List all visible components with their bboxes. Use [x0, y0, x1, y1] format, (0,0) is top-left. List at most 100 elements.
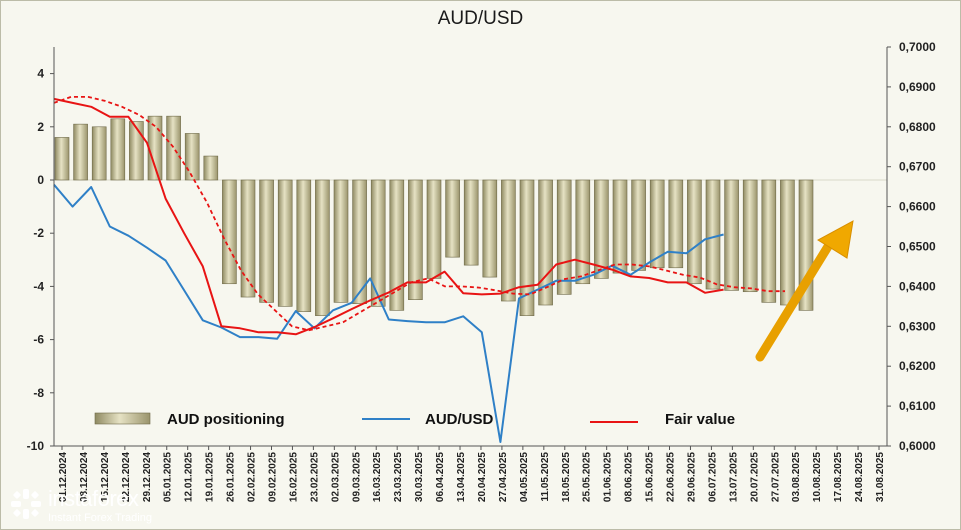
x-tick-label: 23.03.2025 — [393, 452, 404, 502]
positioning-bar — [277, 179, 293, 307]
x-tick-label: 25.05.2025 — [582, 452, 593, 502]
positioning-bar — [259, 179, 274, 303]
x-tick-label: 22.06.2025 — [666, 452, 677, 502]
x-tick-label: 17.08.2025 — [833, 452, 844, 502]
positioning-bar — [91, 126, 107, 181]
x-tick-label: 15.06.2025 — [645, 452, 656, 502]
x-tick-label: 13.04.2025 — [456, 452, 467, 502]
x-tick-label: 01.06.2025 — [603, 452, 614, 502]
right-tick-label: 0,7000 — [899, 40, 936, 54]
right-tick-label: 0,6300 — [899, 319, 936, 333]
x-tick-label: 18.05.2025 — [561, 452, 572, 502]
positioning-bar — [463, 179, 479, 266]
positioning-bar — [705, 179, 721, 290]
positioning-bar — [445, 179, 460, 258]
instaforex-logo: instaforex Instant Forex Trading — [10, 484, 190, 528]
positioning-bar — [519, 179, 535, 316]
positioning-bar — [184, 133, 200, 181]
fair-value-dashed-line — [53, 96, 785, 332]
left-tick-label: -6 — [33, 333, 44, 347]
positioning-bar — [408, 179, 423, 300]
positioning-bar — [501, 179, 516, 302]
right-tick-label: 0,6100 — [899, 399, 936, 413]
positioning-bar — [426, 179, 442, 279]
positioning-bar — [54, 137, 70, 181]
x-tick-label: 01.12.2024 — [58, 452, 69, 502]
x-tick-label: 29.12.2024 — [142, 452, 153, 502]
x-tick-label: 19.01.2025 — [205, 452, 216, 502]
x-tick-label: 31.08.2025 — [875, 452, 886, 502]
positioning-bar — [203, 155, 219, 181]
trend-arrow-icon — [755, 220, 854, 362]
left-tick-label: 0 — [37, 173, 44, 187]
positioning-bar — [129, 121, 144, 181]
x-tick-label: 04.05.2025 — [519, 452, 530, 502]
right-tick-label: 0,6000 — [899, 439, 936, 453]
x-tick-label: 27.04.2025 — [498, 452, 509, 502]
positioning-bar — [315, 179, 330, 316]
left-tick-label: 4 — [37, 67, 44, 81]
positioning-bar — [73, 123, 88, 181]
positioning-bar — [166, 115, 181, 181]
x-tick-label: 12.01.2025 — [184, 452, 195, 502]
positioning-bar — [687, 179, 702, 285]
positioning-bar — [333, 179, 349, 303]
right-tick-label: 0,6500 — [899, 240, 936, 254]
fair-value-line — [53, 97, 724, 336]
x-tick-label: 13.07.2025 — [728, 452, 739, 502]
left-tick-label: -4 — [33, 279, 44, 293]
x-tick-label: 23.02.2025 — [309, 452, 320, 502]
x-tick-label: 06.04.2025 — [435, 452, 446, 502]
right-tick-label: 0,6200 — [899, 359, 936, 373]
legend-label: Fair value — [665, 411, 735, 428]
logo-tagline: Instant Forex Trading — [48, 512, 152, 524]
x-tick-label: 09.02.2025 — [267, 452, 278, 502]
x-tick-label: 24.08.2025 — [854, 452, 865, 502]
positioning-bar — [575, 179, 591, 285]
logo-name: instaforex — [48, 486, 139, 511]
positioning-bar — [296, 179, 312, 312]
right-tick-label: 0,6600 — [899, 200, 936, 214]
left-tick-label: -2 — [33, 226, 44, 240]
left-tick-label: 2 — [37, 120, 44, 134]
left-tick-label: -10 — [27, 439, 45, 453]
positioning-bar — [594, 179, 609, 279]
x-tick-label: 02.03.2025 — [330, 452, 341, 502]
x-tick-label: 10.08.2025 — [812, 452, 823, 502]
right-tick-label: 0,6900 — [899, 80, 936, 94]
x-tick-label: 03.08.2025 — [791, 452, 802, 502]
positioning-bar — [389, 179, 405, 311]
positioning-bar — [222, 179, 237, 285]
positioning-bar — [631, 179, 646, 271]
positioning-bar — [110, 118, 126, 181]
right-tick-label: 0,6700 — [899, 160, 936, 174]
positioning-bar — [724, 179, 739, 291]
x-tick-label: 20.04.2025 — [477, 452, 488, 502]
positioning-bar — [370, 179, 386, 307]
logo-mark-icon — [11, 489, 41, 519]
positioning-bar — [612, 179, 628, 274]
x-tick-label: 08.12.2024 — [79, 452, 90, 502]
x-tick-label: 22.12.2024 — [121, 452, 132, 502]
x-tick-label: 16.02.2025 — [288, 452, 299, 502]
right-tick-label: 0,6400 — [899, 279, 936, 293]
left-tick-label: -8 — [33, 386, 44, 400]
x-tick-label: 09.03.2025 — [351, 452, 362, 502]
x-tick-label: 05.01.2025 — [163, 452, 174, 502]
legend-label: AUD/USD — [425, 411, 494, 428]
x-tick-label: 16.03.2025 — [372, 452, 383, 502]
positioning-bar — [482, 179, 498, 278]
x-tick-label: 08.06.2025 — [624, 452, 635, 502]
right-tick-label: 0,6800 — [899, 120, 936, 134]
positioning-bar — [761, 179, 777, 303]
legend-bar-swatch — [94, 412, 151, 425]
positioning-bar — [742, 179, 758, 293]
x-tick-label: 15.12.2024 — [100, 452, 111, 502]
legend-label: AUD positioning — [167, 411, 284, 428]
x-tick-label: 29.06.2025 — [686, 452, 697, 502]
positioning-bar — [556, 179, 572, 295]
x-tick-label: 02.02.2025 — [247, 452, 258, 502]
positioning-bar — [240, 179, 256, 298]
positioning-bar — [668, 179, 684, 269]
